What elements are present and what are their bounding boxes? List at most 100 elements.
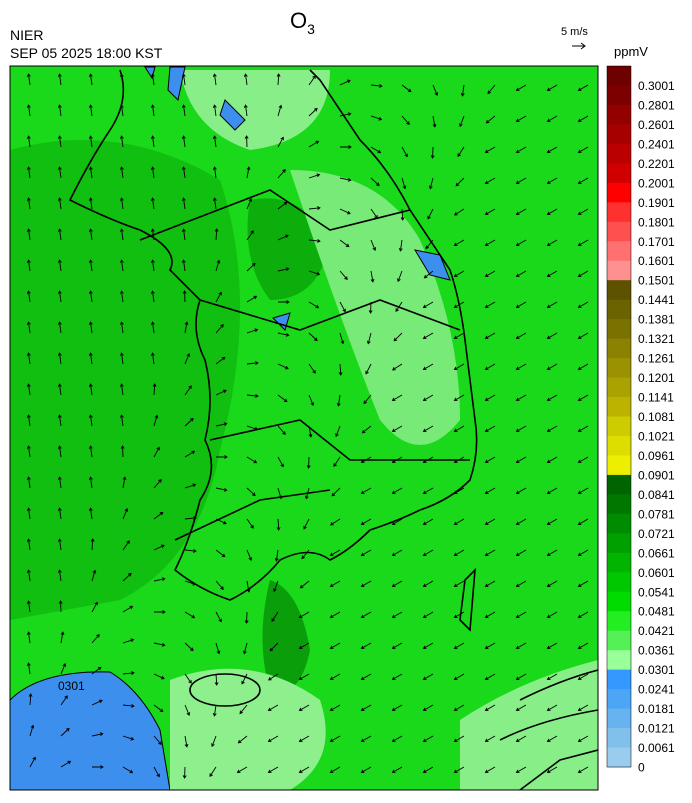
wind-arrow <box>298 735 310 743</box>
wind-arrow <box>277 456 284 468</box>
wind-arrow <box>60 727 70 737</box>
wind-arrow <box>333 456 341 467</box>
wind-arrow <box>370 84 383 88</box>
timestamp: SEP 05 2025 18:00 KST <box>10 45 163 61</box>
wind-arrow <box>57 569 62 582</box>
colorbar-segment <box>607 669 631 690</box>
wind-arrow <box>150 352 155 365</box>
wind-vectors <box>26 73 589 779</box>
wind-arrow <box>577 549 589 557</box>
wind-arrow <box>184 450 196 458</box>
wind-arrow <box>308 363 316 374</box>
colorbar-label: 0.1201 <box>638 371 675 385</box>
wind-arrow <box>88 507 93 520</box>
wind-arrow <box>184 321 189 334</box>
wind-arrow <box>453 766 465 774</box>
wind-arrow <box>339 145 352 149</box>
wind-arrow <box>338 363 343 376</box>
wind-arrow <box>119 104 124 117</box>
coastline <box>68 69 598 790</box>
title-subscript: 3 <box>307 21 315 37</box>
wind-arrow <box>546 673 558 681</box>
wind-arrow <box>546 363 558 371</box>
wind-arrow <box>298 642 310 650</box>
wind-arrow <box>546 580 558 588</box>
wind-arrow <box>181 166 186 179</box>
wind-arrow <box>453 642 465 650</box>
colorbar-label: 0.0361 <box>638 644 675 658</box>
wind-arrow <box>182 766 187 779</box>
colorbar-segment <box>607 397 631 417</box>
wind-arrow <box>370 115 383 121</box>
wind-arrow <box>391 642 403 650</box>
wind-arrow <box>277 332 290 337</box>
wind-arrow <box>57 538 62 551</box>
colorbar-segment <box>607 338 631 359</box>
wind-arrow <box>546 208 558 216</box>
wind-arrow <box>215 389 227 396</box>
wind-arrow <box>153 673 165 680</box>
wind-arrow <box>515 673 527 681</box>
wind-arrow <box>391 456 403 464</box>
wind-arrow <box>215 580 224 590</box>
wind-arrow <box>546 549 558 557</box>
wind-arrow <box>153 511 164 520</box>
wind-arrow <box>246 487 256 497</box>
wind-arrow <box>577 611 589 619</box>
wind-arrow <box>122 766 134 774</box>
wind-arrow <box>360 549 372 557</box>
colorbar-segment <box>607 143 631 164</box>
wind-arrow <box>360 518 372 526</box>
wind-arrow <box>150 104 155 117</box>
wind-arrow <box>515 704 527 712</box>
wind-arrow <box>422 301 434 309</box>
wind-arrow <box>298 766 310 774</box>
wind-arrow <box>246 549 253 561</box>
wind-arrow <box>484 239 496 247</box>
wind-arrow <box>246 328 259 334</box>
wind-arrow <box>453 673 465 681</box>
wind-arrow <box>329 642 341 650</box>
wind-arrow <box>515 394 527 402</box>
colorbar-label: 0.0481 <box>638 605 675 619</box>
wind-arrow <box>401 146 408 158</box>
wind-arrow <box>122 572 132 582</box>
wind-arrow <box>26 166 31 179</box>
wind-arrow <box>119 73 124 86</box>
colorbar-label: 0.0061 <box>638 741 675 755</box>
wind-arrow <box>422 456 434 464</box>
wind-arrow <box>308 332 318 342</box>
wind-arrow <box>577 115 589 123</box>
wind-arrow <box>453 518 465 526</box>
wind-arrow <box>26 321 31 334</box>
colorbar-segment <box>607 591 631 612</box>
colorbar-segment <box>607 630 631 651</box>
title: O3 <box>290 8 315 37</box>
wind-arrow <box>391 487 403 495</box>
wind-arrow <box>370 208 378 219</box>
wind-arrow <box>28 693 33 706</box>
wind-arrow <box>29 724 35 737</box>
vector-scale: 5 m/s <box>561 26 588 38</box>
wind-arrow <box>484 518 496 526</box>
wind-arrow <box>241 673 248 685</box>
colorbar-label: 0.2201 <box>638 157 675 171</box>
wind-arrow <box>246 295 258 303</box>
wind-arrow <box>423 270 434 279</box>
wind-arrow <box>546 487 558 495</box>
colorbar-segment <box>607 728 631 749</box>
reference-arrow <box>572 42 586 50</box>
low-ozone-area <box>10 671 171 790</box>
wind-arrow <box>57 166 62 179</box>
wind-arrow <box>57 414 62 427</box>
wind-arrow <box>485 115 496 124</box>
wind-arrow <box>370 146 382 154</box>
wind-arrow <box>215 324 224 334</box>
wind-arrow <box>119 228 124 241</box>
wind-arrow <box>57 445 62 458</box>
light-region <box>170 668 326 790</box>
wind-arrow <box>339 301 346 313</box>
wind-arrow <box>153 577 166 582</box>
wind-arrow <box>26 445 31 458</box>
